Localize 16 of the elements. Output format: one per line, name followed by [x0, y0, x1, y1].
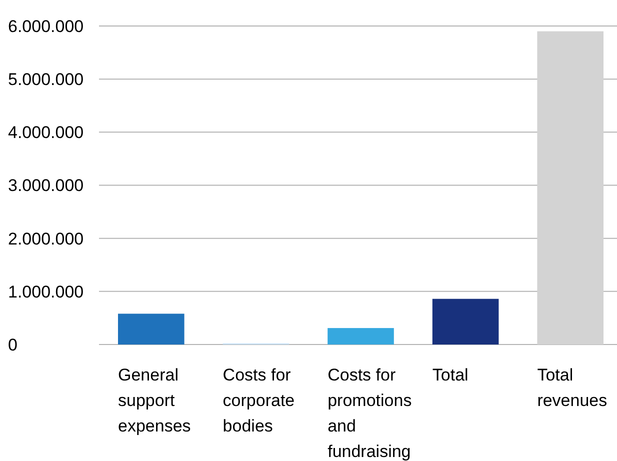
- y-tick-label: 0: [8, 335, 18, 354]
- y-tick-label: 2.000.000: [8, 229, 84, 248]
- bar: [537, 31, 604, 344]
- y-tick-label: 1.000.000: [8, 282, 84, 302]
- x-tick-label: Costs for promotions and fundraising: [328, 366, 412, 461]
- y-tick-label: 3.000.000: [8, 176, 84, 196]
- bar: [328, 328, 394, 344]
- x-tick-label: General support expenses: [118, 366, 191, 436]
- x-tick-label: Total revenues: [537, 366, 608, 410]
- bar: [118, 314, 184, 344]
- x-tick-label: Total: [432, 366, 468, 384]
- y-tick-label: 6.000.000: [8, 16, 84, 36]
- y-tick-label: 5.000.000: [8, 70, 84, 90]
- bar: [432, 298, 499, 344]
- x-tick-label: Costs for corporate bodies: [222, 366, 295, 436]
- y-tick-label: 4.000.000: [8, 123, 84, 142]
